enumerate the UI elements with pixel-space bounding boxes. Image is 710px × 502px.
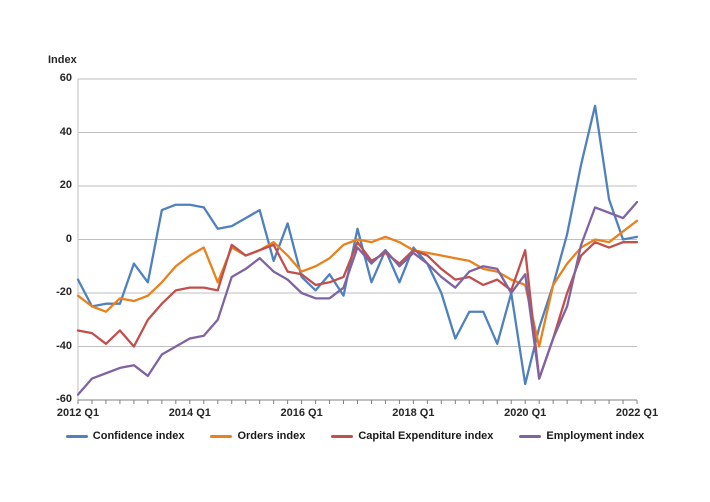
legend-line-swatch xyxy=(331,434,354,438)
series-orders-index xyxy=(76,219,639,348)
series-confidence-index xyxy=(76,104,639,386)
legend-item: Capital Expenditure index xyxy=(331,430,493,442)
legend-label: Employment index xyxy=(546,430,645,442)
y-tick-label: -60 xyxy=(56,393,72,405)
y-tick-label: 0 xyxy=(65,232,72,245)
y-tick-label: 40 xyxy=(59,125,72,138)
y-tick-label: 60 xyxy=(59,72,72,84)
legend-item: Confidence index xyxy=(65,430,185,442)
legend-line-swatch xyxy=(210,434,233,438)
chart-legend: Confidence index Orders index Capital Expe… xyxy=(0,430,710,442)
y-tick-label: -20 xyxy=(56,286,72,298)
x-tick-label: 2014 Q1 xyxy=(168,407,211,419)
legend-label: Confidence index xyxy=(92,430,185,442)
y-tick-label: 20 xyxy=(59,179,72,191)
legend-item: Orders index xyxy=(210,430,305,442)
legend-label: Capital Expenditure index xyxy=(358,430,494,442)
x-tick-label: 2018 Q1 xyxy=(392,407,435,419)
series-employment-index xyxy=(76,200,639,396)
legend-line-swatch xyxy=(65,434,88,438)
y-axis-title: Index xyxy=(48,54,77,66)
y-tick-label: -40 xyxy=(56,339,72,352)
x-tick-label: 2016 Q1 xyxy=(280,407,323,419)
x-tick-label: 2020 Q1 xyxy=(504,407,547,419)
series-capital-expenditure-index xyxy=(76,241,639,380)
x-tick-label: 2022 Q1 xyxy=(615,407,659,419)
x-tick-label: 2012 Q1 xyxy=(56,407,100,419)
legend-label: Orders index xyxy=(237,430,306,442)
legend-item: Employment index xyxy=(519,430,644,442)
legend-line-swatch xyxy=(519,434,542,438)
